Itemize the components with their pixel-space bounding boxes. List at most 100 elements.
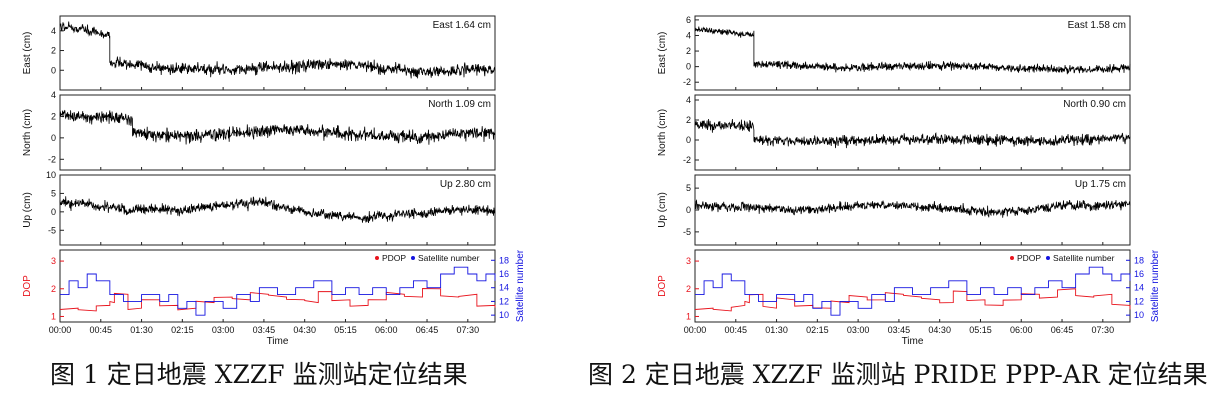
y-tick-label: -2	[48, 154, 56, 164]
x-tick-label: 01:30	[765, 325, 788, 335]
legend-label: Satellite number	[1053, 253, 1115, 263]
x-tick-label: 06:45	[1051, 325, 1074, 335]
sat-y-tick-label: 16	[1134, 269, 1144, 279]
panel-up: 10 5 0 -5 Up (cm) Up 2.80 cm	[22, 170, 496, 246]
x-tick-label: 06:45	[416, 325, 439, 335]
y-tick-label: 0	[51, 65, 56, 75]
rms-annotation: East 1.64 cm	[433, 20, 491, 31]
y-tick-label: -5	[48, 225, 56, 235]
figure-2-caption: 图 2 定日地震 XZZF 监测站 PRIDE PPP-AR 定位结果	[588, 360, 1208, 389]
panel-frame	[694, 249, 1131, 323]
x-tick-label: 00:45	[90, 325, 113, 335]
satellite-series	[695, 266, 1131, 316]
displacement-series	[59, 21, 496, 79]
sat-y-tick-label: 12	[499, 296, 509, 306]
x-axis-label: Time	[267, 336, 289, 347]
x-tick-label: 03:45	[253, 325, 276, 335]
x-tick-label: 02:15	[806, 325, 829, 335]
displacement-series	[59, 196, 496, 224]
dop-panel: 3 2 1 18 16 14 12 10 DOP Satellite number 00:00 00:…	[657, 249, 1161, 347]
x-tick-label: 03:00	[212, 325, 235, 335]
dop-axis-label: DOP	[22, 275, 33, 297]
legend-label: PDOP	[1017, 253, 1041, 263]
x-tick-label: 06:00	[375, 325, 398, 335]
panel-north: 4 2 0 -2 North (cm) North 1.09 cm	[22, 90, 496, 171]
sat-axis-label: Satellite number	[515, 249, 526, 322]
y-axis-label: East (cm)	[22, 32, 33, 75]
dop-y-tick-label: 3	[686, 256, 691, 266]
legend-marker	[1010, 256, 1014, 260]
panel-frame	[694, 174, 1131, 246]
rms-annotation: North 1.09 cm	[428, 99, 491, 110]
x-tick-label: 07:30	[1092, 325, 1115, 335]
dop-y-tick-label: 2	[686, 284, 691, 294]
displacement-series	[694, 118, 1131, 149]
rms-annotation: Up 2.80 cm	[440, 179, 491, 190]
figure-2-chart: 6 4 2 0 -2 East (cm) East 1.58 cm 4 2 0 -2 North (c…	[657, 15, 1161, 347]
y-tick-label: 5	[51, 188, 56, 198]
panel-frame	[694, 94, 1131, 171]
rms-annotation: North 0.90 cm	[1063, 99, 1126, 110]
dop-axis-label: DOP	[657, 275, 668, 297]
panel-frame	[59, 174, 496, 246]
legend-label: Satellite number	[418, 253, 480, 263]
displacement-series	[59, 109, 496, 145]
sat-y-tick-label: 10	[1134, 310, 1144, 320]
y-tick-label: 2	[686, 115, 691, 125]
dop-y-tick-label: 1	[686, 311, 691, 321]
rms-annotation: East 1.58 cm	[1068, 20, 1126, 31]
satellite-series	[60, 266, 496, 316]
y-tick-label: 0	[686, 62, 691, 72]
x-tick-label: 03:45	[888, 325, 911, 335]
y-tick-label: 5	[686, 183, 691, 193]
y-tick-label: 4	[51, 90, 56, 100]
y-tick-label: -5	[683, 227, 691, 237]
x-tick-label: 04:30	[293, 325, 316, 335]
y-tick-label: 0	[686, 205, 691, 215]
x-tick-label: 06:00	[1010, 325, 1033, 335]
y-tick-label: 2	[686, 46, 691, 56]
legend-marker	[1046, 256, 1050, 260]
displacement-series	[694, 26, 1131, 75]
y-tick-label: 0	[51, 207, 56, 217]
x-tick-label: 00:00	[684, 325, 707, 335]
y-tick-label: -2	[683, 77, 691, 87]
panel-frame	[59, 249, 496, 323]
y-axis-label: Up (cm)	[22, 192, 33, 228]
dop-y-tick-label: 1	[51, 311, 56, 321]
dop-panel: 3 2 1 18 16 14 12 10 DOP Satellite number 00:00 00:…	[22, 249, 526, 347]
figure-1-caption: 图 1 定日地震 XZZF 监测站定位结果	[50, 360, 468, 389]
y-tick-label: 0	[686, 135, 691, 145]
dop-y-tick-label: 3	[51, 256, 56, 266]
y-tick-label: 0	[51, 133, 56, 143]
panel-up: 5 0 -5 Up (cm) Up 1.75 cm	[657, 174, 1131, 246]
x-tick-label: 00:45	[725, 325, 748, 335]
panel-frame	[694, 15, 1131, 91]
y-tick-label: 2	[51, 111, 56, 121]
sat-y-tick-label: 18	[1134, 255, 1144, 265]
sat-y-tick-label: 18	[499, 255, 509, 265]
x-tick-label: 05:15	[334, 325, 357, 335]
x-tick-label: 03:00	[847, 325, 870, 335]
sat-axis-label: Satellite number	[1150, 249, 1161, 322]
x-tick-label: 01:30	[130, 325, 153, 335]
x-tick-label: 02:15	[171, 325, 194, 335]
y-tick-label: 4	[686, 95, 691, 105]
y-tick-label: -2	[683, 155, 691, 165]
panel-frame	[59, 15, 496, 91]
displacement-series	[694, 199, 1131, 218]
x-tick-label: 07:30	[457, 325, 480, 335]
y-axis-label: North (cm)	[22, 109, 33, 156]
y-axis-label: North (cm)	[657, 109, 668, 156]
y-axis-label: Up (cm)	[657, 192, 668, 228]
sat-y-tick-label: 14	[1134, 283, 1144, 293]
legend-marker	[375, 256, 379, 260]
x-tick-label: 00:00	[49, 325, 72, 335]
figure-1-chart: 4 2 0 East (cm) East 1.64 cm 4 2 0 -2 North (cm) N…	[22, 15, 526, 347]
y-tick-label: 10	[46, 170, 56, 180]
x-tick-label: 04:30	[928, 325, 951, 335]
y-tick-label: 6	[686, 15, 691, 25]
dop-y-tick-label: 2	[51, 284, 56, 294]
panel-north: 4 2 0 -2 North (cm) North 0.90 cm	[657, 94, 1131, 171]
sat-y-tick-label: 10	[499, 310, 509, 320]
